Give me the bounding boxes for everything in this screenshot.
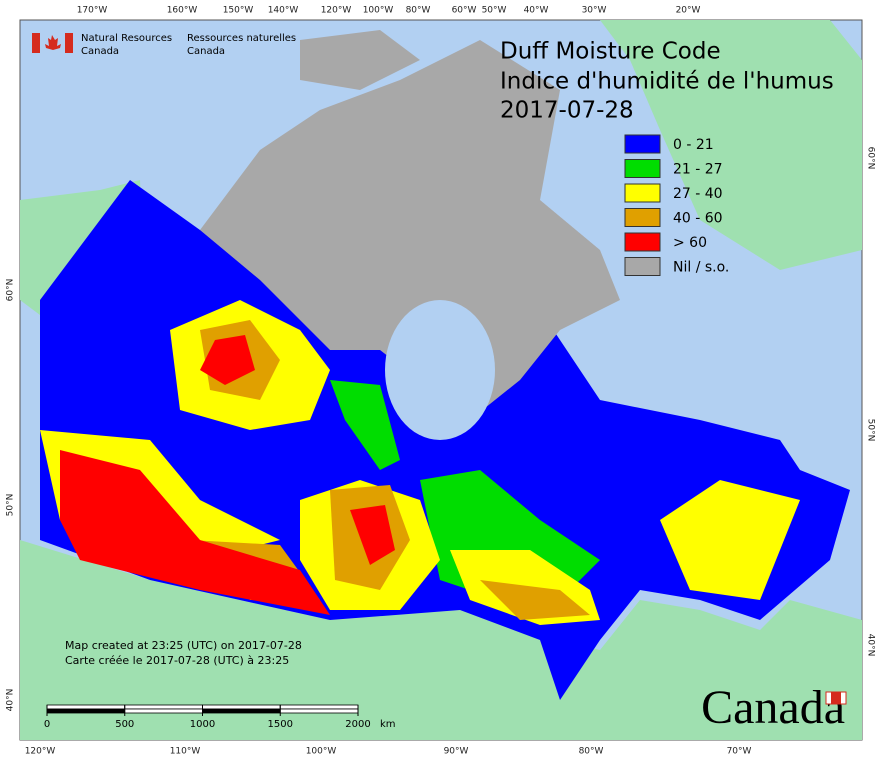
graticule-label: 30°W [582, 6, 607, 16]
graticule-label: 100°W [363, 6, 394, 16]
land [20, 20, 862, 740]
wordmark: Canada [701, 681, 845, 734]
legend-swatch [624, 159, 661, 178]
dept-name: Canada [187, 46, 225, 57]
gov-signature: Natural Resources Canada Ressources natu… [32, 33, 296, 57]
scale-label: 500 [115, 719, 134, 730]
graticule-label: 20°W [676, 6, 701, 16]
arctic-nodata [200, 40, 620, 420]
scale-segment [46, 708, 126, 714]
flag-bar [32, 33, 40, 53]
zone-orange [480, 580, 590, 620]
greenland [600, 20, 862, 270]
graticule-label: 40°W [524, 6, 549, 16]
scale-label: 2000 [345, 719, 370, 730]
hudson-bay [385, 300, 495, 440]
scale-label: 1000 [190, 719, 215, 730]
graticule-label: 120°W [25, 747, 56, 757]
graticule-label: 140°W [268, 6, 299, 16]
graticule-label: 50°N [6, 494, 16, 517]
scale-segment [202, 708, 281, 714]
usa [20, 540, 862, 740]
title: Duff Moisture Code [500, 39, 721, 65]
legend-label: 40 - 60 [673, 211, 723, 227]
zone-red [200, 335, 255, 385]
scale-label: 0 [44, 719, 50, 730]
date: 2017-07-28 [500, 98, 634, 124]
legend-label: 27 - 40 [673, 186, 723, 202]
graticule-label: 90°W [444, 747, 469, 757]
legend-label: > 60 [673, 235, 707, 251]
graticule-label: 40°N [866, 634, 876, 657]
dept-name: Ressources naturelles [187, 33, 296, 44]
zone-yellow-east [660, 480, 800, 600]
zone-red [60, 450, 330, 615]
scale-segment [124, 704, 203, 710]
arctic-island [300, 30, 420, 90]
graticule-label: 150°W [223, 6, 254, 16]
legend-label: 21 - 27 [673, 162, 723, 178]
scale-segment [202, 704, 281, 710]
flag-leaf [45, 35, 61, 50]
graticule-label: 160°W [167, 6, 198, 16]
scale-segment [46, 704, 126, 710]
legend-swatch [624, 232, 661, 252]
wordmark-flag [831, 692, 841, 704]
graticule-label: 50°W [482, 6, 507, 16]
scale-segment [279, 708, 359, 714]
graticule-label: 40°N [6, 689, 16, 712]
flag-bar [65, 33, 73, 53]
legend-label: 0 - 21 [673, 137, 714, 153]
graticule-label: 50°N [866, 419, 876, 442]
graticule-label: 60°N [6, 279, 16, 302]
graticule-label: 110°W [170, 747, 201, 757]
legend-swatch [624, 208, 661, 227]
graticule-label: 170°W [77, 6, 108, 16]
dept-name: Natural Resources [81, 33, 172, 44]
title: Indice d'humidité de l'humus [500, 69, 834, 95]
scale-unit: km [380, 719, 396, 730]
scale-label: 1500 [268, 719, 293, 730]
legend-swatch [624, 257, 661, 276]
footer-note: Carte créée le 2017-07-28 (UTC) à 23:25 [65, 654, 289, 667]
zone-red [350, 505, 395, 565]
legend-swatch [624, 183, 661, 203]
graticule-label: 80°W [406, 6, 431, 16]
graticule-label: 100°W [306, 747, 337, 757]
dept-name: Canada [81, 46, 119, 57]
graticule-label: 60°W [452, 6, 477, 16]
zone-green [330, 380, 400, 470]
graticule-label: 80°W [579, 747, 604, 757]
graticule-label: 60°N [866, 147, 876, 170]
graticule-label: 70°W [727, 747, 752, 757]
legend-swatch [624, 134, 661, 154]
scale-segment [279, 704, 359, 710]
legend-label: Nil / s.o. [673, 260, 729, 276]
footer-note: Map created at 23:25 (UTC) on 2017-07-28 [65, 639, 302, 652]
graticule-label: 120°W [321, 6, 352, 16]
scale-segment [124, 708, 203, 714]
